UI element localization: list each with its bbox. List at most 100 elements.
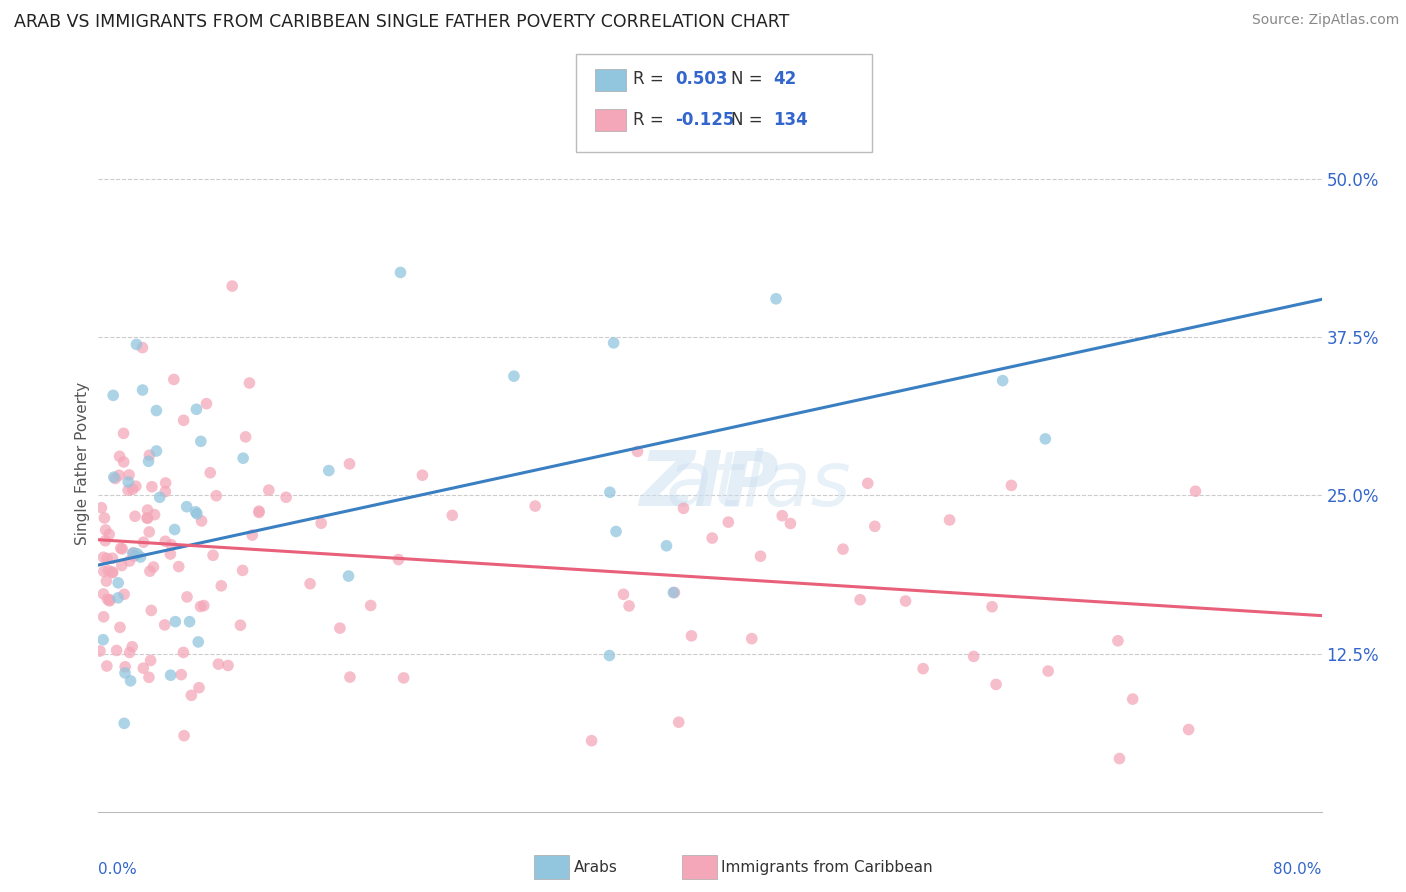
- Point: [1177, 723, 1199, 737]
- Text: -0.125: -0.125: [675, 111, 734, 128]
- Point: [832, 542, 855, 557]
- Point: [176, 500, 198, 514]
- Point: [97, 564, 120, 578]
- Point: [681, 629, 703, 643]
- Point: [111, 558, 134, 573]
- Point: [963, 649, 986, 664]
- Point: [114, 660, 136, 674]
- Point: [749, 549, 772, 564]
- Point: [149, 491, 172, 505]
- Text: 80.0%: 80.0%: [1274, 863, 1322, 877]
- Point: [90, 500, 112, 515]
- Text: ZIP: ZIP: [640, 448, 780, 522]
- Point: [770, 508, 793, 523]
- Text: atlas: atlas: [569, 448, 851, 522]
- Point: [94, 533, 117, 548]
- Point: [984, 677, 1007, 691]
- Point: [96, 551, 118, 566]
- Point: [221, 279, 243, 293]
- Point: [138, 670, 160, 684]
- Point: [136, 511, 159, 525]
- Point: [180, 689, 202, 703]
- Point: [112, 716, 135, 731]
- Point: [138, 524, 160, 539]
- Point: [779, 516, 801, 531]
- Point: [139, 653, 162, 667]
- Point: [121, 640, 143, 654]
- Point: [107, 591, 129, 605]
- Point: [93, 550, 115, 565]
- Point: [503, 369, 526, 384]
- Point: [702, 531, 724, 545]
- Point: [145, 444, 167, 458]
- Point: [125, 337, 148, 351]
- Point: [938, 513, 960, 527]
- Point: [1184, 484, 1206, 499]
- Point: [142, 560, 165, 574]
- Point: [163, 372, 186, 386]
- Point: [108, 620, 131, 634]
- Point: [1000, 478, 1022, 492]
- Point: [121, 482, 143, 496]
- Point: [188, 681, 211, 695]
- Point: [122, 546, 145, 560]
- Point: [894, 594, 917, 608]
- Point: [112, 587, 135, 601]
- Point: [240, 528, 263, 542]
- Point: [96, 574, 118, 588]
- Point: [131, 383, 153, 397]
- Point: [602, 335, 624, 350]
- Point: [143, 508, 166, 522]
- Text: 0.0%: 0.0%: [98, 863, 138, 877]
- Point: [612, 587, 634, 601]
- Point: [598, 648, 620, 663]
- Point: [232, 451, 254, 466]
- Point: [247, 504, 270, 518]
- Point: [392, 671, 415, 685]
- Point: [101, 388, 124, 402]
- Point: [122, 549, 145, 563]
- Point: [187, 635, 209, 649]
- Point: [138, 454, 160, 468]
- Point: [136, 503, 159, 517]
- Point: [441, 508, 464, 523]
- Text: N =: N =: [731, 111, 768, 128]
- Point: [138, 448, 160, 462]
- Point: [209, 579, 232, 593]
- Point: [163, 523, 186, 537]
- Point: [186, 507, 208, 521]
- Point: [132, 535, 155, 549]
- Point: [121, 546, 143, 560]
- Point: [111, 541, 134, 556]
- Point: [89, 644, 111, 658]
- Point: [617, 599, 640, 613]
- Point: [104, 471, 127, 485]
- Point: [235, 430, 257, 444]
- Point: [605, 524, 627, 539]
- Point: [155, 484, 177, 499]
- Point: [257, 483, 280, 497]
- Point: [668, 715, 690, 730]
- Point: [103, 470, 125, 484]
- Text: R =: R =: [633, 111, 669, 128]
- Point: [662, 585, 685, 599]
- Text: Source: ZipAtlas.com: Source: ZipAtlas.com: [1251, 13, 1399, 28]
- Point: [108, 450, 131, 464]
- Point: [117, 475, 139, 489]
- Point: [118, 645, 141, 659]
- Point: [105, 643, 128, 657]
- Point: [389, 265, 412, 279]
- Point: [125, 479, 148, 493]
- Point: [124, 509, 146, 524]
- Point: [1122, 692, 1144, 706]
- Point: [172, 645, 194, 659]
- Point: [101, 565, 124, 579]
- Point: [849, 592, 872, 607]
- Point: [96, 659, 118, 673]
- Point: [117, 483, 139, 498]
- Point: [132, 661, 155, 675]
- Point: [765, 292, 787, 306]
- Point: [581, 733, 603, 747]
- Point: [108, 468, 131, 483]
- Point: [173, 729, 195, 743]
